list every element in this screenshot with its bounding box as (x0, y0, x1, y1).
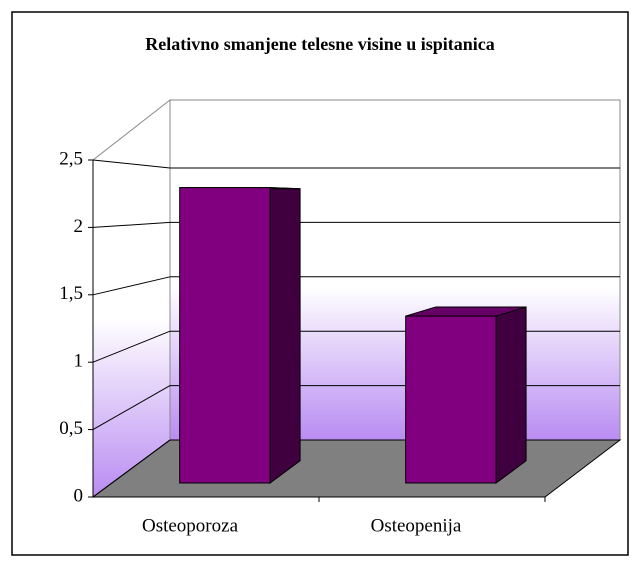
grid-line (92, 385, 171, 431)
grid-line (92, 439, 171, 498)
chart-title: Relativno smanjene telesne visine u ispi… (145, 34, 495, 54)
side-wall (92, 98, 171, 498)
grid-line (92, 330, 171, 363)
bar-side (269, 187, 301, 485)
grid-line (92, 276, 171, 296)
y-tick-label: 0,5 (59, 418, 83, 439)
bar (405, 315, 497, 484)
bar (179, 187, 271, 484)
y-tick-label: 0 (74, 485, 84, 506)
x-tick-label: Osteoporoza (142, 515, 239, 536)
floor (91, 439, 622, 498)
y-tick-label: 2 (74, 216, 84, 237)
grid-line (92, 159, 171, 169)
x-tick-label: Osteopenija (371, 515, 462, 536)
y-tick-label: 1,5 (59, 283, 83, 304)
grid-line (92, 221, 171, 228)
bar-side (495, 306, 527, 485)
y-tick-label: 2,5 (59, 148, 83, 169)
y-tick-label: 1 (74, 351, 84, 372)
